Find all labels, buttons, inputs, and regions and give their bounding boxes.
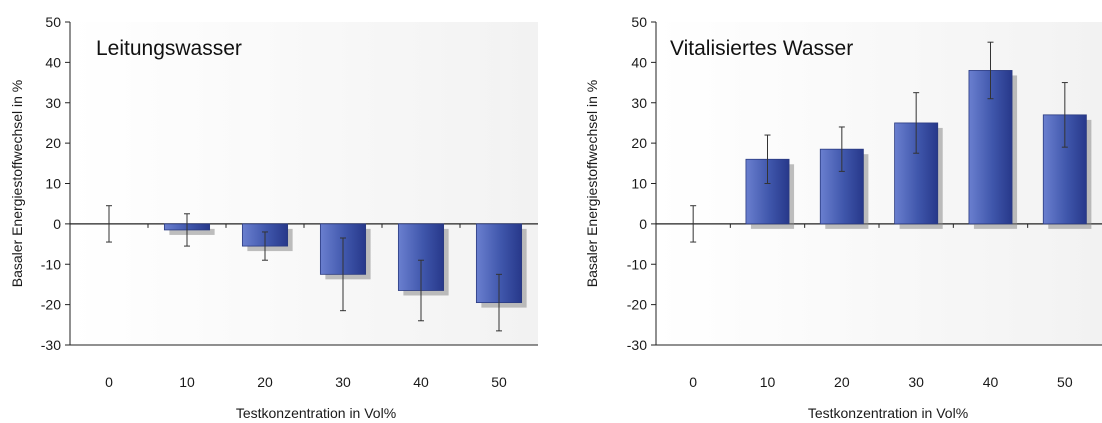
y-tick-label: 50 xyxy=(45,14,61,30)
chart-title: Leitungswasser xyxy=(96,37,242,60)
x-tick-label: 0 xyxy=(105,374,113,390)
y-tick-label: 20 xyxy=(45,135,61,151)
y-tick-label: 10 xyxy=(631,176,647,192)
x-tick-label: 50 xyxy=(1057,374,1073,390)
y-tick-label: -20 xyxy=(41,297,61,313)
plot-area xyxy=(70,22,538,345)
y-tick-label: -20 xyxy=(627,297,647,313)
x-tick-label: 40 xyxy=(983,374,999,390)
x-tick-label: 10 xyxy=(760,374,776,390)
y-tick-label: -30 xyxy=(41,337,61,353)
x-tick-label: 20 xyxy=(834,374,850,390)
y-tick-label: 10 xyxy=(45,176,61,192)
y-tick-label: -10 xyxy=(41,256,61,272)
y-tick-label: 20 xyxy=(631,135,647,151)
y-axis-label: Basaler Energiestoffwechsel in % xyxy=(584,80,600,288)
y-tick-label: 30 xyxy=(45,95,61,111)
x-tick-label: 40 xyxy=(413,374,429,390)
y-tick-label: -30 xyxy=(627,337,647,353)
chart-panel-leitungswasser: 50 40 30 20 10 0 -10 -20 -30 0 10 20 30 40 50 Leitungsw… xyxy=(9,14,538,421)
y-axis-label: Basaler Energiestoffwechsel in % xyxy=(9,80,25,288)
x-tick-label: 10 xyxy=(179,374,195,390)
x-axis-label: Testkonzentration in Vol% xyxy=(808,405,968,421)
bar-shadow xyxy=(169,228,215,235)
y-tick-label: 30 xyxy=(631,95,647,111)
x-tick-label: 50 xyxy=(491,374,507,390)
y-tick-label: 40 xyxy=(45,54,61,70)
x-tick-label: 0 xyxy=(689,374,697,390)
chart-title: Vitalisiertes Wasser xyxy=(670,37,853,60)
x-tick-label: 20 xyxy=(257,374,273,390)
x-axis-label: Testkonzentration in Vol% xyxy=(236,405,396,421)
chart-panel-vitalisiertes-wasser: 50 40 30 20 10 0 -10 -20 -30 0 10 20 30 40 50 Vitalisie… xyxy=(584,14,1102,421)
y-tick-label: 0 xyxy=(53,216,61,232)
plot-area xyxy=(656,22,1102,345)
x-tick-label: 30 xyxy=(335,374,351,390)
y-tick-label: 0 xyxy=(639,216,647,232)
y-tick-label: 40 xyxy=(631,54,647,70)
y-tick-label: -10 xyxy=(627,256,647,272)
x-tick-label: 30 xyxy=(908,374,924,390)
y-tick-label: 50 xyxy=(631,14,647,30)
